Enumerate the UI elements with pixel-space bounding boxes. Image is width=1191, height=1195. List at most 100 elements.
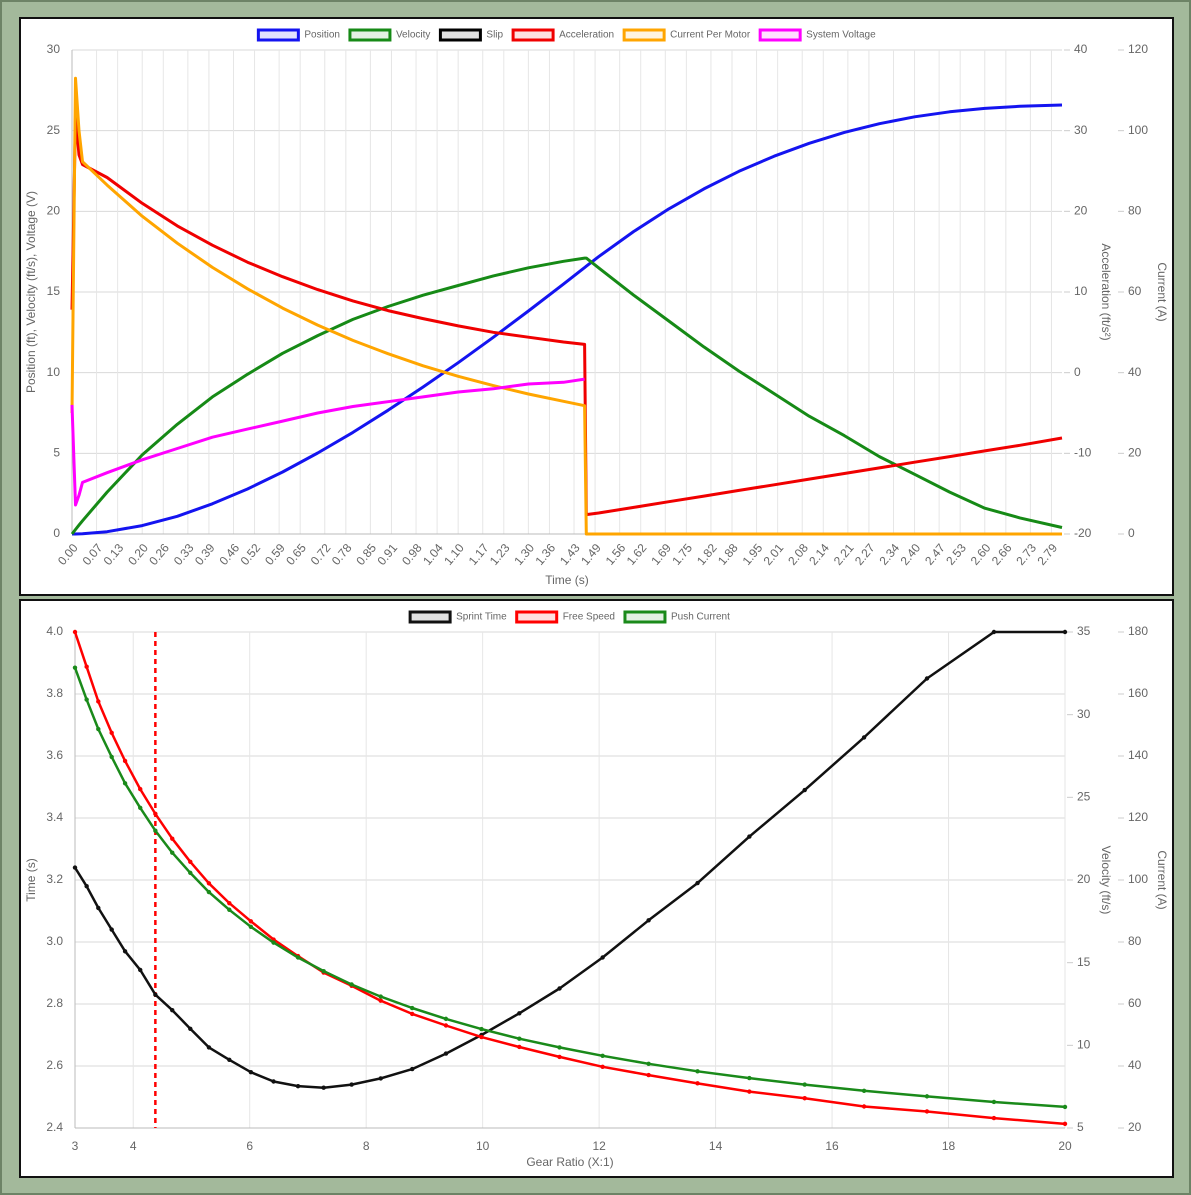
y3-tick-label: 60 bbox=[1128, 996, 1142, 1010]
data-point bbox=[802, 787, 807, 793]
data-point bbox=[96, 726, 101, 732]
data-point bbox=[695, 880, 700, 886]
x-axis-title: Gear Ratio (X:1) bbox=[526, 1155, 613, 1169]
panel bbox=[19, 599, 1174, 1178]
data-point bbox=[747, 1089, 752, 1094]
data-point bbox=[138, 805, 143, 810]
data-point bbox=[924, 1094, 930, 1099]
data-point bbox=[321, 968, 326, 974]
data-point bbox=[206, 881, 212, 886]
legend: Position Velocity Slip Acceleration Current … bbox=[256, 28, 876, 42]
data-point bbox=[84, 884, 89, 889]
data-point bbox=[747, 834, 752, 839]
data-point bbox=[1062, 1121, 1068, 1127]
data-point bbox=[600, 1053, 605, 1058]
y-axis-title: Time (s) bbox=[24, 858, 38, 902]
data-point bbox=[861, 1088, 867, 1094]
series-line bbox=[72, 103, 1063, 536]
data-point bbox=[600, 955, 605, 960]
y-tick-label: 4.0 bbox=[46, 624, 63, 638]
data-point bbox=[409, 1066, 415, 1072]
y2-tick-label: 30 bbox=[1077, 707, 1091, 721]
y2-axis-title: Acceleration (ft/s²) bbox=[1099, 243, 1113, 340]
series-line bbox=[70, 377, 585, 507]
data-point bbox=[409, 1011, 415, 1017]
y3-tick-label: 100 bbox=[1128, 123, 1148, 137]
legend-label: Free Speed bbox=[563, 612, 615, 623]
y-tick-label: 2.6 bbox=[46, 1058, 63, 1072]
data-point bbox=[122, 781, 128, 786]
y-tick-label: 3.2 bbox=[46, 872, 63, 886]
y2-tick-label: 5 bbox=[1077, 1120, 1084, 1134]
data-point bbox=[72, 665, 78, 670]
data-point bbox=[378, 1076, 383, 1081]
legend-label: Velocity bbox=[396, 30, 430, 41]
data-point bbox=[84, 664, 89, 669]
y2-tick-label: 40 bbox=[1074, 42, 1088, 56]
data-point bbox=[861, 735, 867, 740]
x-tick-label: 10 bbox=[476, 1139, 490, 1153]
data-point bbox=[557, 986, 562, 991]
y2-tick-label: 30 bbox=[1074, 123, 1088, 137]
y2-tick-label: 10 bbox=[1074, 284, 1088, 298]
y-tick-label: 3.4 bbox=[46, 810, 63, 824]
data-point bbox=[479, 1026, 484, 1032]
y3-tick-label: 160 bbox=[1128, 686, 1148, 700]
x-tick-label: 12 bbox=[592, 1139, 606, 1153]
data-point bbox=[295, 1083, 301, 1089]
data-point bbox=[443, 1051, 449, 1056]
y2-tick-label: 35 bbox=[1077, 624, 1091, 638]
data-point bbox=[84, 697, 89, 702]
x-axis-title: Time (s) bbox=[545, 573, 589, 587]
data-point bbox=[248, 1070, 254, 1075]
data-point bbox=[138, 786, 143, 792]
data-point bbox=[646, 1061, 651, 1067]
data-point bbox=[271, 1079, 276, 1084]
x-tick-label: 18 bbox=[942, 1139, 956, 1153]
y-tick-label: 2.4 bbox=[46, 1120, 63, 1134]
legend-swatch bbox=[408, 610, 452, 624]
data-point bbox=[170, 850, 175, 855]
y3-tick-label: 80 bbox=[1128, 204, 1142, 218]
y3-tick-label: 120 bbox=[1128, 42, 1148, 56]
y-tick-label: 25 bbox=[47, 123, 61, 137]
y-tick-label: 3.6 bbox=[46, 748, 63, 762]
legend-swatch bbox=[515, 610, 559, 624]
y3-tick-label: 180 bbox=[1128, 624, 1148, 638]
data-point bbox=[206, 1045, 212, 1050]
data-point bbox=[188, 859, 193, 865]
y-tick-label: 20 bbox=[47, 204, 61, 218]
data-point bbox=[378, 998, 383, 1003]
data-point bbox=[443, 1023, 449, 1028]
legend-swatch bbox=[758, 28, 802, 42]
data-point bbox=[517, 1036, 522, 1041]
data-point bbox=[646, 1072, 651, 1078]
data-point bbox=[227, 907, 232, 912]
data-point bbox=[1062, 629, 1068, 635]
data-point bbox=[170, 836, 175, 841]
data-point bbox=[409, 1005, 415, 1011]
y-tick-label: 3.8 bbox=[46, 686, 63, 700]
data-point bbox=[72, 865, 78, 870]
series-line bbox=[70, 256, 1063, 535]
data-point bbox=[72, 629, 78, 635]
data-point bbox=[109, 927, 114, 932]
data-point bbox=[991, 1099, 997, 1105]
data-point bbox=[646, 918, 651, 923]
data-point bbox=[517, 1011, 522, 1016]
series-line bbox=[70, 76, 1062, 536]
y2-tick-label: 10 bbox=[1077, 1038, 1091, 1052]
data-point bbox=[170, 1008, 175, 1013]
y2-tick-label: -20 bbox=[1074, 526, 1092, 540]
y-tick-label: 3.0 bbox=[46, 934, 63, 948]
legend-swatch bbox=[348, 28, 392, 42]
data-point bbox=[861, 1104, 867, 1109]
y3-axis-title: Current (A) bbox=[1155, 850, 1169, 909]
data-point bbox=[109, 754, 114, 760]
y3-tick-label: 120 bbox=[1128, 810, 1148, 824]
y2-tick-label: 0 bbox=[1074, 365, 1081, 379]
data-point bbox=[991, 1115, 997, 1121]
data-point bbox=[188, 1026, 193, 1032]
y3-tick-label: 40 bbox=[1128, 365, 1142, 379]
data-point bbox=[96, 905, 101, 911]
